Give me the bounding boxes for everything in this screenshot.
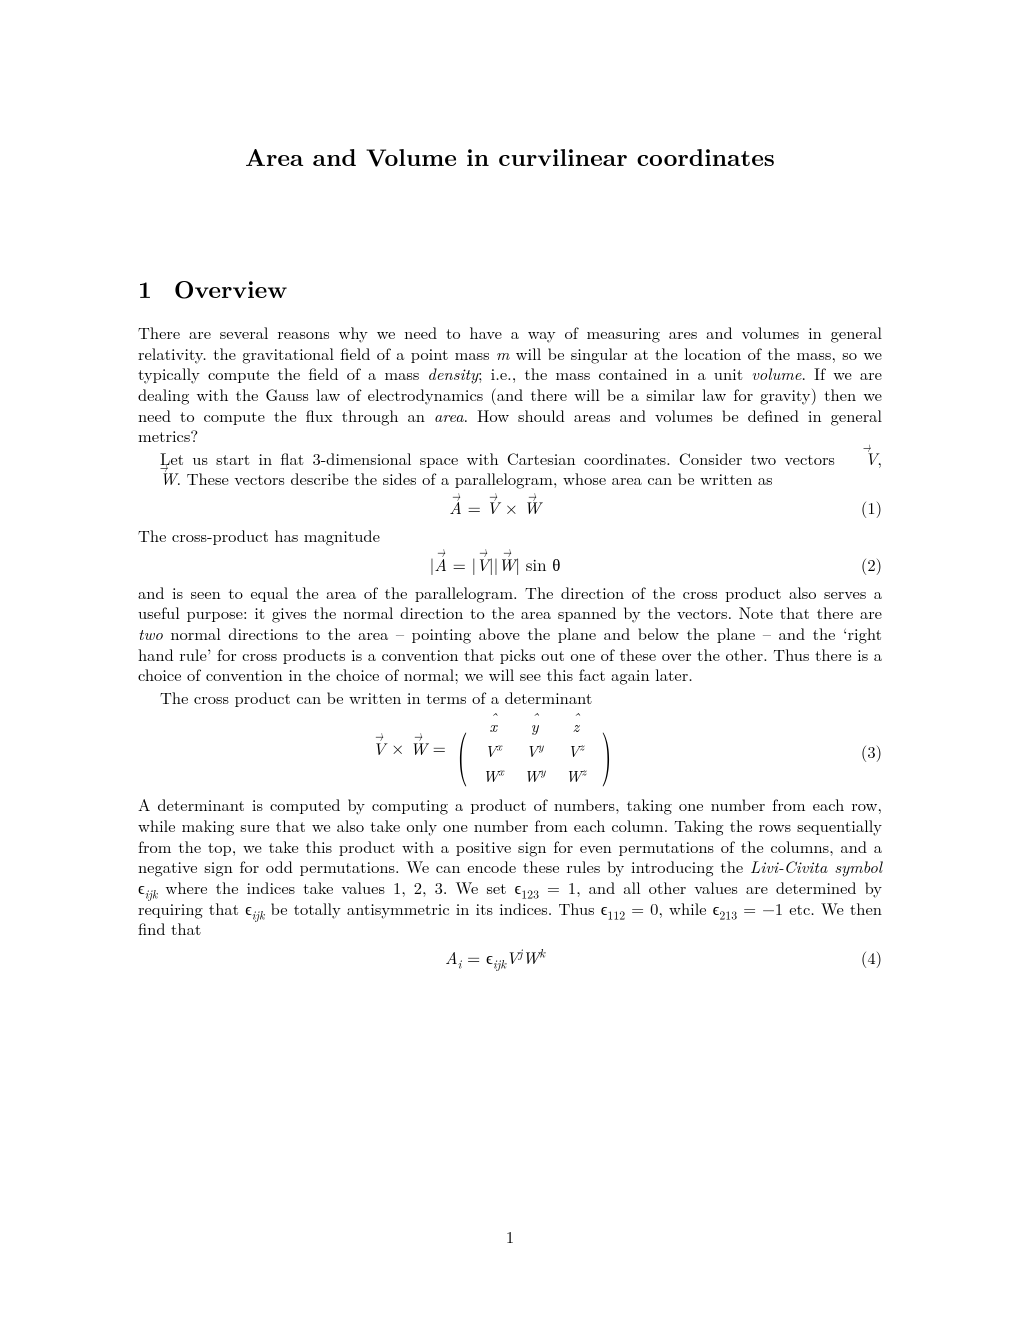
right-paren-icon: ) bbox=[601, 724, 612, 778]
equation-1-body: A = V × W bbox=[138, 495, 852, 519]
paragraph-1: There are several reasons why we need to… bbox=[138, 322, 882, 446]
left-paren-icon: ( bbox=[457, 724, 468, 778]
matrix-table: x y z Vx Vy Vz Wx Wy Wz bbox=[473, 713, 597, 788]
equation-4-number: (4) bbox=[852, 945, 882, 969]
paragraph-5: The cross product can be written in term… bbox=[138, 687, 882, 708]
paragraph-4: and is seen to equal the area of the par… bbox=[138, 582, 882, 685]
paragraph-2: Let us start in flat 3-dimensional space… bbox=[138, 448, 882, 489]
equation-4-body: Ai = ϵijkVjWk bbox=[138, 945, 852, 969]
page: Area and Volume in curvilinear coordinat… bbox=[0, 0, 1020, 1320]
equation-1-number: (1) bbox=[852, 495, 882, 519]
document-title: Area and Volume in curvilinear coordinat… bbox=[138, 140, 882, 174]
equation-3: V × W = ( x y z Vx Vy Vz bbox=[138, 713, 882, 788]
page-number: 1 bbox=[0, 1224, 1020, 1248]
equation-4: Ai = ϵijkVjWk (4) bbox=[138, 945, 882, 969]
equation-1: A = V × W (1) bbox=[138, 495, 882, 519]
section-heading: 1 Overview bbox=[138, 272, 882, 306]
equation-2: |A = |V||W| sin θ (2) bbox=[138, 552, 882, 576]
equation-2-number: (2) bbox=[852, 552, 882, 576]
section-number: 1 bbox=[138, 272, 152, 306]
equation-3-body: V × W = ( x y z Vx Vy Vz bbox=[138, 713, 852, 788]
paragraph-6: A determinant is computed by computing a… bbox=[138, 794, 882, 938]
equation-2-body: |A = |V||W| sin θ bbox=[138, 552, 852, 576]
matrix: ( x y z Vx Vy Vz bbox=[452, 713, 618, 788]
section-title: Overview bbox=[174, 272, 287, 306]
equation-3-number: (3) bbox=[852, 739, 882, 763]
